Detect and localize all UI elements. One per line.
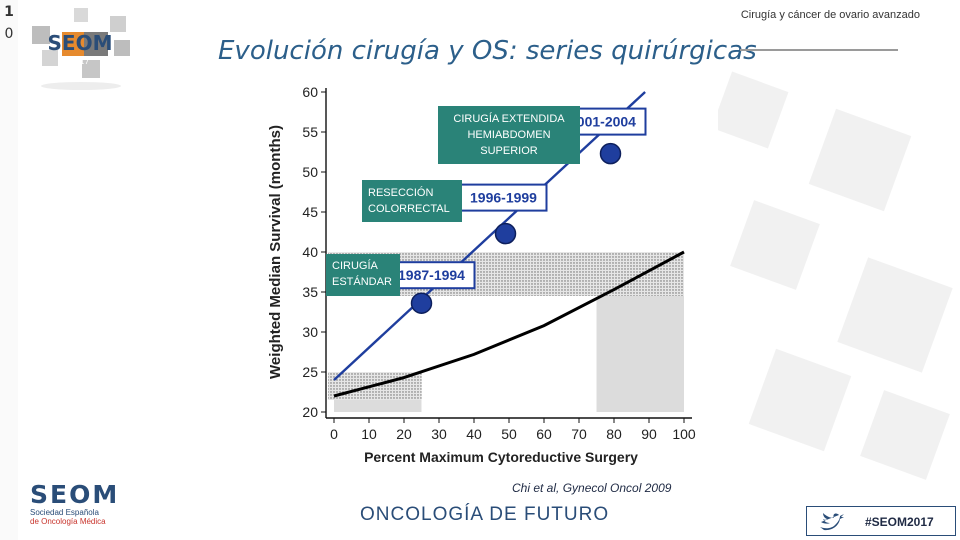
period-label: 1996-1999 <box>470 190 537 206</box>
x-tick-label: 60 <box>536 426 552 442</box>
y-tick-label: 45 <box>302 204 318 220</box>
survival-curve-line <box>333 250 685 398</box>
logo-text: SEOM <box>48 31 113 55</box>
callout-line: HEMIABDOMEN <box>467 129 551 141</box>
x-tick-label: 90 <box>641 426 657 442</box>
callout-line: ESTÁNDAR <box>332 276 392 288</box>
seom-logo: SEOM 2017 <box>32 8 130 90</box>
x-tick-label: 80 <box>606 426 622 442</box>
callout-line: COLORRECTAL <box>368 203 450 215</box>
twitter-icon <box>820 513 844 531</box>
data-point <box>494 222 517 245</box>
x-tick-label: 100 <box>672 426 696 442</box>
period-label-box <box>387 261 476 290</box>
callout-line: CIRUGÍA EXTENDIDA <box>453 113 565 125</box>
period-label: 1987-1994 <box>398 267 465 283</box>
footer-slogan: ONCOLOGÍA DE FUTURO <box>360 504 610 525</box>
x-tick-label: 0 <box>330 426 338 442</box>
y-tick-label: 20 <box>302 404 318 420</box>
left-strip <box>0 0 18 540</box>
period-label-box <box>459 183 548 212</box>
callout-line: CIRUGÍA <box>332 260 378 272</box>
background-cubes <box>700 60 960 500</box>
y-tick-label: 55 <box>302 124 318 140</box>
callout-colorectal-resection: RESECCIÓN COLORRECTAL <box>362 180 462 222</box>
y-tick-label: 35 <box>302 284 318 300</box>
y-tick-label: 40 <box>302 244 318 260</box>
hashtag: #SEOM2017 <box>865 515 934 529</box>
topic-label: Cirugía y cáncer de ovario avanzado <box>740 9 920 21</box>
seom-subtitle-2: de Oncología Médica <box>30 517 106 526</box>
page-number-line-2: 0 <box>4 26 14 42</box>
y-tick-label: 50 <box>302 164 318 180</box>
x-tick-label: 40 <box>466 426 482 442</box>
x-tick-label: 70 <box>571 426 587 442</box>
hashtag-box: #SEOM2017 <box>806 506 956 536</box>
trend-line <box>333 91 646 381</box>
data-point <box>410 292 433 314</box>
callout-line: SUPERIOR <box>480 145 538 157</box>
data-point <box>599 142 622 165</box>
y-tick-label: 25 <box>302 364 318 380</box>
logo-year: 2017 <box>71 58 89 66</box>
y-axis-label: Weighted Median Survival (months) <box>267 125 284 379</box>
seom-subtitle-1: Sociedad Española <box>30 508 99 517</box>
x-tick-label: 20 <box>396 426 412 442</box>
x-axis-label: Percent Maximum Cytoreductive Surgery <box>364 449 638 465</box>
citation: Chi et al, Gynecol Oncol 2009 <box>512 481 672 495</box>
y-tick-label: 30 <box>302 324 318 340</box>
callout-extended-surgery: CIRUGÍA EXTENDIDA HEMIABDOMEN SUPERIOR <box>438 106 580 164</box>
page-number-line-1: 1 <box>4 4 14 20</box>
period-label: 2001-2004 <box>569 114 636 130</box>
y-tick-label: 60 <box>302 84 318 100</box>
x-tick-label: 50 <box>501 426 517 442</box>
callout-standard-surgery: CIRUGÍA ESTÁNDAR <box>326 254 400 296</box>
title-underline <box>740 49 898 51</box>
x-tick-label: 10 <box>361 426 377 442</box>
seom-footer-logo: SEOM Sociedad Española de Oncología Médi… <box>30 480 160 527</box>
x-tick-label: 30 <box>431 426 447 442</box>
seom-word: SEOM <box>30 480 120 509</box>
callout-line: RESECCIÓN <box>368 187 434 199</box>
slide-title: Evolución cirugía y OS: series quirúrgic… <box>218 36 757 66</box>
